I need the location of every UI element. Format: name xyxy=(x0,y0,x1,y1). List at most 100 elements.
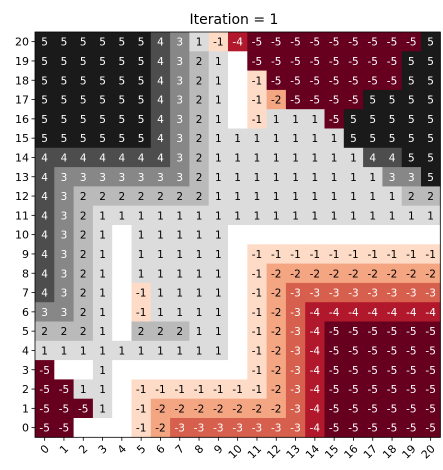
heatmap-cell xyxy=(150,398,171,419)
cell-value-label: -4 xyxy=(310,365,321,377)
x-tick-label: 14 xyxy=(303,442,322,461)
cell-value-label: -5 xyxy=(406,384,416,396)
heatmap-cell xyxy=(266,244,287,264)
heatmap-cell xyxy=(363,128,383,149)
cell-value-label: -5 xyxy=(310,75,320,87)
cell-value-label: -3 xyxy=(368,288,378,300)
heatmap-cell xyxy=(228,109,248,129)
heatmap-cell xyxy=(421,302,441,322)
cell-value-label: -5 xyxy=(387,384,397,396)
cell-value-label: 3 xyxy=(61,172,68,184)
cell-value-label: -2 xyxy=(290,268,300,280)
cell-value-label: 2 xyxy=(138,191,145,203)
cell-value-label: 1 xyxy=(350,210,357,222)
heatmap-cell xyxy=(401,205,422,226)
heatmap-cell xyxy=(343,70,364,91)
heatmap-cell xyxy=(189,225,210,245)
heatmap-cell xyxy=(54,70,74,91)
heatmap-cell xyxy=(208,263,229,284)
cell-value-label: -5 xyxy=(78,403,88,415)
cell-value-label: 1 xyxy=(61,345,68,357)
heatmap-cell xyxy=(92,225,113,245)
heatmap-cell xyxy=(343,89,364,110)
heatmap-cell xyxy=(112,51,132,71)
heatmap-cell xyxy=(73,186,94,207)
x-tick-label: 4 xyxy=(115,442,129,456)
cell-value-label: -3 xyxy=(290,423,300,435)
heatmap-cell xyxy=(170,70,190,91)
heatmap-cell xyxy=(150,70,171,91)
heatmap-cell xyxy=(189,32,210,52)
heatmap-cell xyxy=(266,225,287,245)
cell-value-label: 1 xyxy=(119,345,126,357)
cell-value-label: -5 xyxy=(329,384,339,396)
cell-value-label: 1 xyxy=(312,114,319,126)
heatmap-cell xyxy=(285,186,306,207)
cell-value-label: 5 xyxy=(119,37,126,49)
heatmap-cell xyxy=(343,340,364,361)
heatmap-cell xyxy=(401,225,422,245)
heatmap-cell xyxy=(247,418,267,438)
heatmap-cell xyxy=(131,89,152,110)
cell-value-label: 4 xyxy=(41,152,48,164)
heatmap-cell xyxy=(285,398,306,419)
heatmap-cell xyxy=(324,109,345,129)
cell-value-label: -2 xyxy=(271,365,281,377)
cell-value-label: -1 xyxy=(252,75,262,87)
cell-value-label: 2 xyxy=(80,326,87,338)
cell-value-label: 5 xyxy=(61,37,68,49)
heatmap-cell xyxy=(421,244,441,264)
heatmap-cell xyxy=(305,398,325,419)
heatmap-cell xyxy=(208,360,229,380)
heatmap-cell xyxy=(35,167,55,187)
heatmap-cell xyxy=(247,282,267,303)
heatmap-cell xyxy=(266,282,287,303)
heatmap-cell xyxy=(54,340,74,361)
heatmap-cell xyxy=(73,167,94,187)
cell-value-label: -4 xyxy=(310,423,321,435)
heatmap-cell xyxy=(112,321,132,342)
heatmap-cell xyxy=(324,70,345,91)
heatmap-cell xyxy=(363,418,383,438)
heatmap-cell xyxy=(401,109,422,129)
cell-value-label: 2 xyxy=(176,191,183,203)
cell-value-label: 1 xyxy=(369,172,376,184)
cell-value-label: -5 xyxy=(59,384,69,396)
heatmap-cell xyxy=(35,32,55,52)
y-tick-label: 17 xyxy=(15,94,29,107)
heatmap-cell xyxy=(131,244,152,264)
cell-value-label: -5 xyxy=(59,403,69,415)
heatmap-cell xyxy=(73,70,94,91)
cell-value-label: 1 xyxy=(350,172,357,184)
cell-value-label: -5 xyxy=(425,365,435,377)
cell-value-label: 1 xyxy=(99,365,106,377)
cell-value-label: 1 xyxy=(350,152,357,164)
heatmap-cell xyxy=(401,418,422,438)
cell-value-label: -5 xyxy=(406,326,416,338)
heatmap-cell xyxy=(247,321,267,342)
cell-value-label: -3 xyxy=(310,288,320,300)
cell-value-label: -5 xyxy=(252,37,262,49)
cell-value-label: -5 xyxy=(387,345,397,357)
cell-value-label: -2 xyxy=(271,345,281,357)
heatmap-cell xyxy=(131,186,152,207)
cell-value-label: 2 xyxy=(80,307,87,319)
heatmap-cell xyxy=(35,225,55,245)
y-tick-label: 2 xyxy=(22,383,29,396)
x-tick-label: 11 xyxy=(245,442,264,461)
heatmap-cell xyxy=(421,379,441,400)
heatmap-cell xyxy=(401,379,422,400)
heatmap-cell xyxy=(382,109,403,129)
heatmap-cell xyxy=(305,244,325,264)
cell-value-label: 1 xyxy=(389,210,396,222)
heatmap-cell xyxy=(170,32,190,52)
cell-value-label: -1 xyxy=(387,249,397,261)
heatmap-cell xyxy=(92,263,113,284)
heatmap-cell xyxy=(170,244,190,264)
cell-value-label: 3 xyxy=(176,95,183,107)
cell-value-label: -1 xyxy=(213,37,223,49)
cell-value-label: 1 xyxy=(331,210,338,222)
cell-value-label: -2 xyxy=(155,423,165,435)
heatmap-cell xyxy=(189,89,210,110)
cell-value-label: 1 xyxy=(215,56,222,68)
